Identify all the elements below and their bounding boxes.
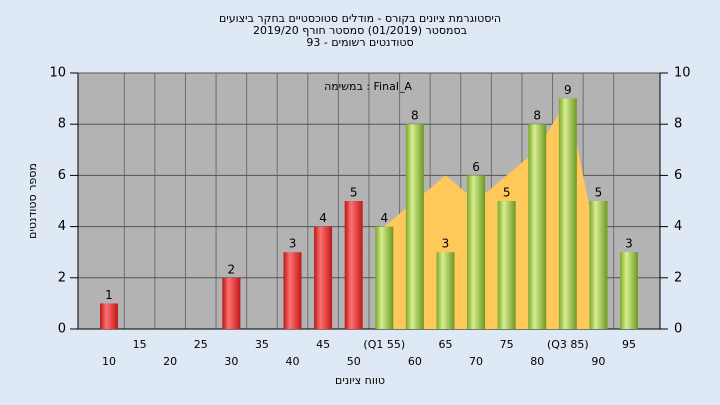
bar xyxy=(100,303,118,329)
y-tick-label: 4 xyxy=(58,219,66,234)
value-label: 3 xyxy=(289,237,297,251)
value-label: 2 xyxy=(228,262,236,276)
x-tick-label: 20 xyxy=(163,355,177,368)
bar xyxy=(375,226,394,329)
x-tick-label: 30 xyxy=(224,355,238,368)
y2-tick-label: 8 xyxy=(674,117,682,132)
x-tick-label: 65 xyxy=(438,338,452,351)
x-tick-label: 15 xyxy=(133,338,147,351)
bar xyxy=(436,252,455,329)
x-axis-label: טווח ציונים xyxy=(335,374,385,387)
x-tick-label: 90 xyxy=(591,355,605,368)
chart-subtitle: 93 - סטודנטים רשומים xyxy=(306,36,413,49)
value-label: 9 xyxy=(564,83,572,97)
bar xyxy=(283,252,302,329)
value-label: 3 xyxy=(625,237,633,251)
value-label: 8 xyxy=(533,109,541,123)
x-tick-label: 95 xyxy=(622,338,636,351)
x-tick-label: 80 xyxy=(530,355,544,368)
bar xyxy=(497,201,516,329)
value-label: 3 xyxy=(442,237,450,251)
y2-tick-label: 6 xyxy=(674,168,682,183)
value-label: 6 xyxy=(472,160,480,174)
value-label: 1 xyxy=(105,288,113,302)
y2-tick-label: 2 xyxy=(674,270,682,285)
x-tick-label: 45 xyxy=(316,338,330,351)
x-tick-label: (Q3 85) xyxy=(547,338,589,351)
x-tick-label: (Q1 55) xyxy=(363,338,405,351)
bar xyxy=(558,98,577,329)
value-label: 4 xyxy=(380,211,388,225)
x-tick-label: 10 xyxy=(102,355,116,368)
x-tick-label: 60 xyxy=(408,355,422,368)
bar xyxy=(344,201,363,329)
value-label: 5 xyxy=(595,186,603,200)
value-label: 5 xyxy=(503,186,511,200)
x-tick-label: 50 xyxy=(347,355,361,368)
y-tick-label: 8 xyxy=(58,117,66,132)
bar xyxy=(589,201,608,329)
y2-tick-label: 4 xyxy=(674,219,682,234)
bar xyxy=(528,124,547,329)
x-tick-label: 70 xyxy=(469,355,483,368)
y-tick-label: 0 xyxy=(58,322,66,337)
x-tick-label: 25 xyxy=(194,338,208,351)
bar xyxy=(620,252,638,329)
value-label: 5 xyxy=(350,186,358,200)
y-tick-label: 10 xyxy=(49,66,66,81)
bar xyxy=(314,226,333,329)
x-tick-label: 75 xyxy=(500,338,514,351)
chart-title: היסטוגרמת ציונים בקורס - מודלים סטוכסטיי… xyxy=(219,12,501,25)
x-tick-label: 40 xyxy=(286,355,300,368)
value-label: 8 xyxy=(411,109,419,123)
bar xyxy=(222,277,241,329)
y2-tick-label: 10 xyxy=(674,66,691,81)
y-tick-label: 2 xyxy=(58,270,66,285)
y-axis-label: מספר סטודנטים xyxy=(26,163,39,239)
y-tick-label: 6 xyxy=(58,168,66,183)
bar xyxy=(467,175,486,329)
annotation: במשימה : Final_A xyxy=(324,80,412,93)
chart-subtitle: בסמסטר (01/2019) סמסטר חורף 2019/20 xyxy=(253,24,467,37)
y2-tick-label: 0 xyxy=(674,322,682,337)
value-label: 4 xyxy=(319,211,327,225)
bar xyxy=(405,124,424,329)
x-tick-label: 35 xyxy=(255,338,269,351)
